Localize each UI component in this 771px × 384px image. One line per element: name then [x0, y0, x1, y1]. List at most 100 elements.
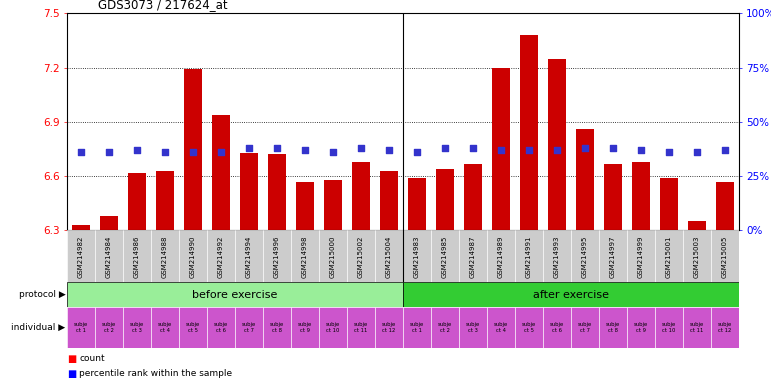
Text: GSM214993: GSM214993: [554, 235, 560, 278]
Text: GSM214998: GSM214998: [302, 235, 308, 278]
Bar: [95, 307, 123, 348]
Bar: [576, 129, 594, 230]
Bar: [151, 307, 179, 348]
Point: [691, 149, 703, 156]
Bar: [319, 230, 347, 282]
Bar: [100, 216, 118, 230]
Point: [523, 147, 535, 153]
Text: GSM214984: GSM214984: [106, 235, 112, 278]
Text: before exercise: before exercise: [192, 290, 278, 300]
Bar: [207, 230, 235, 282]
Bar: [436, 169, 454, 230]
Point: [187, 149, 199, 156]
Bar: [402, 282, 739, 307]
Text: GSM215005: GSM215005: [722, 235, 728, 278]
Text: GSM214990: GSM214990: [190, 235, 196, 278]
Bar: [547, 59, 566, 230]
Bar: [296, 182, 314, 230]
Text: subje
ct 8: subje ct 8: [270, 322, 284, 333]
Bar: [543, 230, 571, 282]
Text: after exercise: after exercise: [533, 290, 609, 300]
Bar: [347, 230, 375, 282]
Point: [495, 147, 507, 153]
Point: [662, 149, 675, 156]
Point: [439, 145, 451, 151]
Text: subje
ct 12: subje ct 12: [382, 322, 396, 333]
Text: subje
ct 2: subje ct 2: [102, 322, 116, 333]
Bar: [380, 171, 398, 230]
Bar: [463, 164, 482, 230]
Bar: [67, 230, 95, 282]
Bar: [627, 307, 655, 348]
Text: subje
ct 11: subje ct 11: [689, 322, 704, 333]
Bar: [408, 178, 426, 230]
Bar: [688, 221, 705, 230]
Text: subje
ct 2: subje ct 2: [438, 322, 452, 333]
Bar: [655, 307, 682, 348]
Point: [215, 149, 227, 156]
Bar: [263, 307, 291, 348]
Text: subje
ct 7: subje ct 7: [242, 322, 256, 333]
Bar: [655, 230, 682, 282]
Bar: [571, 307, 599, 348]
Text: subje
ct 3: subje ct 3: [466, 322, 480, 333]
Bar: [375, 230, 402, 282]
Bar: [487, 307, 515, 348]
Bar: [627, 230, 655, 282]
Bar: [95, 230, 123, 282]
Bar: [604, 164, 621, 230]
Bar: [715, 182, 734, 230]
Text: subje
ct 11: subje ct 11: [354, 322, 368, 333]
Point: [131, 147, 143, 153]
Text: subje
ct 3: subje ct 3: [130, 322, 144, 333]
Text: GSM214983: GSM214983: [414, 235, 420, 278]
Bar: [711, 307, 739, 348]
Bar: [72, 225, 90, 230]
Text: subje
ct 12: subje ct 12: [718, 322, 732, 333]
Bar: [240, 153, 258, 230]
Bar: [67, 282, 402, 307]
Text: GSM214996: GSM214996: [274, 235, 280, 278]
Bar: [459, 307, 487, 348]
Bar: [515, 230, 543, 282]
Text: subje
ct 5: subje ct 5: [186, 322, 200, 333]
Bar: [459, 230, 487, 282]
Bar: [128, 172, 146, 230]
Point: [550, 147, 563, 153]
Text: ■: ■: [67, 369, 76, 379]
Bar: [151, 230, 179, 282]
Point: [607, 145, 619, 151]
Bar: [599, 307, 627, 348]
Text: percentile rank within the sample: percentile rank within the sample: [79, 369, 233, 378]
Bar: [319, 307, 347, 348]
Bar: [515, 307, 543, 348]
Text: subje
ct 9: subje ct 9: [634, 322, 648, 333]
Bar: [520, 35, 538, 230]
Bar: [347, 307, 375, 348]
Text: GSM214999: GSM214999: [638, 235, 644, 278]
Text: subje
ct 10: subje ct 10: [326, 322, 340, 333]
Bar: [431, 307, 459, 348]
Point: [271, 145, 283, 151]
Point: [355, 145, 367, 151]
Text: subje
ct 1: subje ct 1: [74, 322, 88, 333]
Text: GSM214988: GSM214988: [162, 235, 168, 278]
Point: [75, 149, 87, 156]
Bar: [179, 307, 207, 348]
Bar: [402, 230, 431, 282]
Text: GSM215002: GSM215002: [358, 235, 364, 278]
Text: GSM214991: GSM214991: [526, 235, 532, 278]
Point: [243, 145, 255, 151]
Bar: [235, 307, 263, 348]
Bar: [263, 230, 291, 282]
Point: [103, 149, 115, 156]
Text: subje
ct 5: subje ct 5: [522, 322, 536, 333]
Bar: [659, 178, 678, 230]
Text: GSM214995: GSM214995: [582, 235, 588, 278]
Point: [159, 149, 171, 156]
Point: [382, 147, 395, 153]
Text: GSM214987: GSM214987: [470, 235, 476, 278]
Bar: [324, 180, 342, 230]
Bar: [375, 307, 402, 348]
Bar: [207, 307, 235, 348]
